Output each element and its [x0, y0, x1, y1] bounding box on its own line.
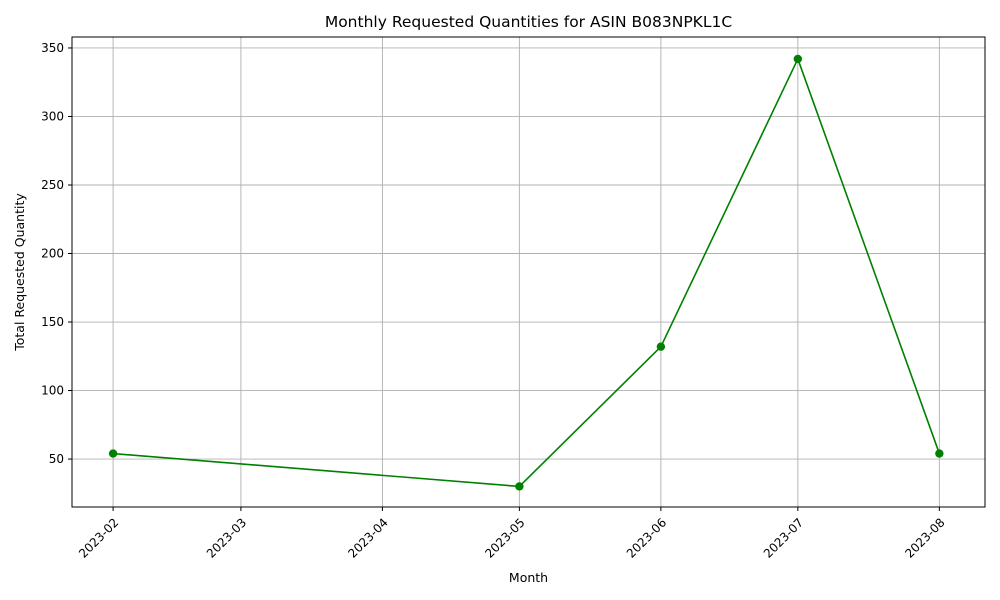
x-axis-label: Month: [509, 570, 548, 585]
data-point: [656, 342, 666, 351]
data-point: [108, 449, 118, 458]
data-point: [935, 449, 944, 458]
series-layer: [108, 54, 944, 491]
y-tick-label: 350: [41, 41, 64, 55]
x-tick-label: 2023-04: [345, 515, 390, 560]
x-tick-label: 2023-02: [76, 515, 121, 560]
y-ticks: 50 100 150 200 250 300 350: [41, 41, 72, 466]
axes-frame: [71, 36, 986, 508]
data-point: [515, 482, 524, 491]
chart-title: Monthly Requested Quantities for ASIN B0…: [325, 13, 732, 31]
y-tick-label: 300: [41, 109, 64, 123]
x-tick-label: 2023-08: [902, 515, 947, 560]
grid-layer: [72, 37, 985, 507]
x-tick-label: 2023-06: [624, 515, 669, 560]
y-tick-label: 150: [41, 315, 64, 329]
y-axis-label: Total Requested Quantity: [12, 193, 27, 352]
x-tick-label: 2023-03: [204, 515, 249, 560]
y-tick-label: 200: [41, 247, 64, 261]
x-ticks: 2023-02 2023-03 2023-04 2023-05 2023-06 2023-…: [76, 507, 948, 561]
x-tick-label: 2023-07: [761, 515, 806, 560]
y-tick-label: 250: [41, 178, 64, 192]
y-tick-label: 50: [49, 452, 64, 466]
x-tick-label: 2023-05: [482, 515, 527, 560]
y-tick-label: 100: [41, 384, 64, 398]
series-line: [113, 58, 941, 488]
data-point: [793, 54, 803, 64]
